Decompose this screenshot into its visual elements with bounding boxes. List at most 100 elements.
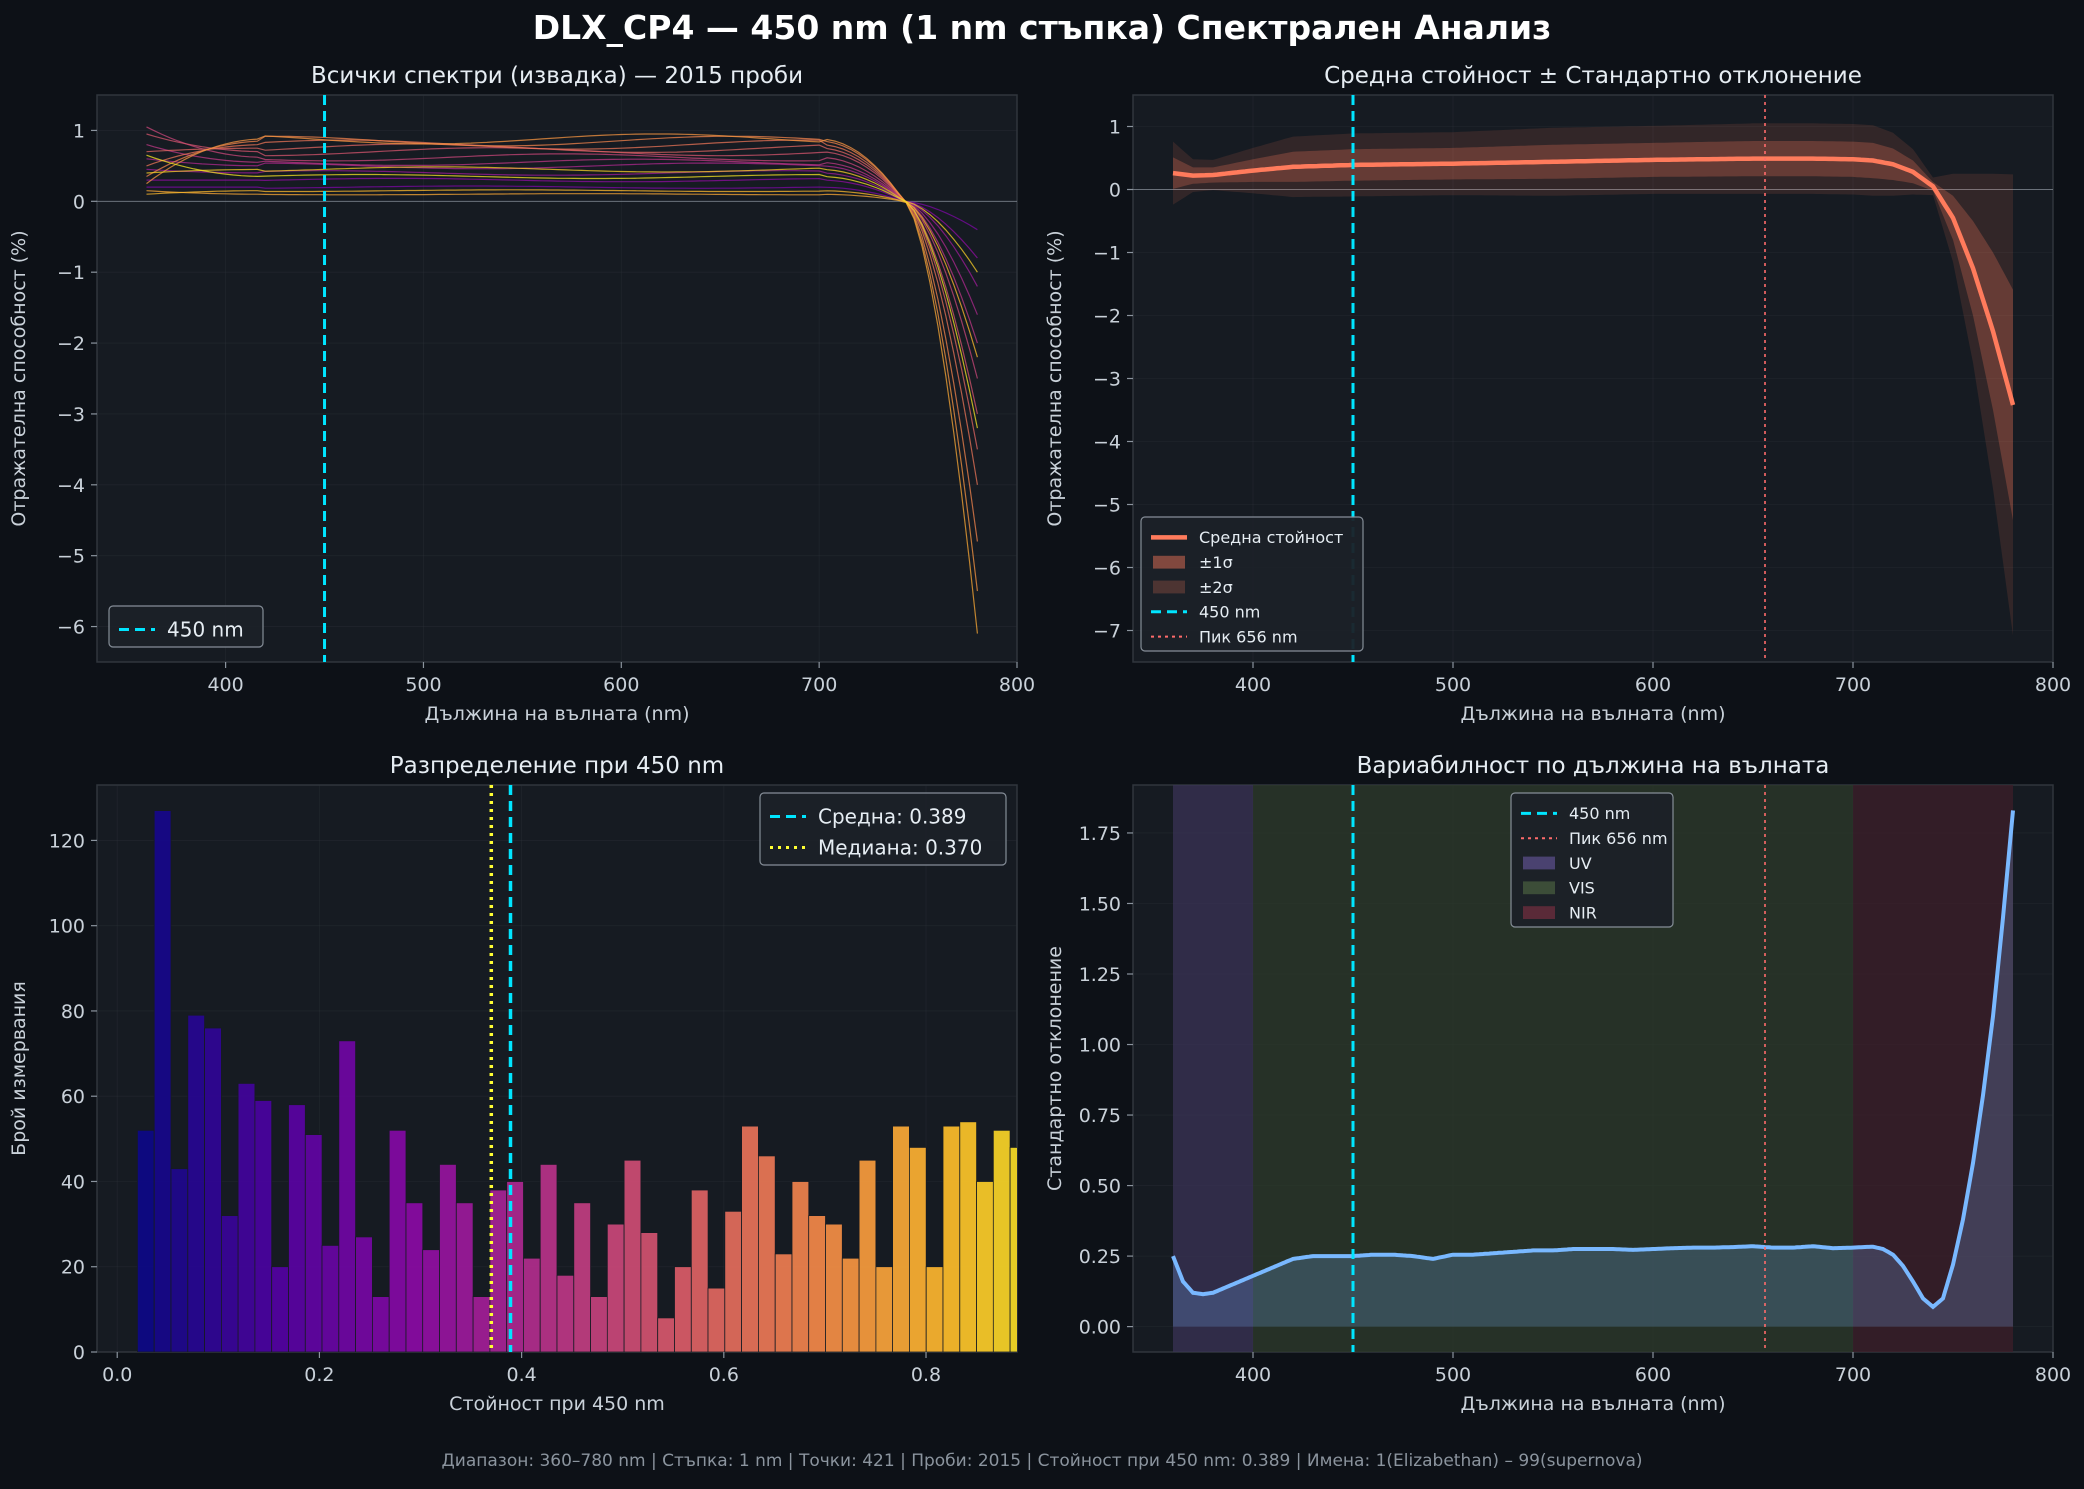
y-tick-label: 60 [61,1086,85,1108]
histogram-bar [657,1317,675,1352]
histogram-bar [355,1236,373,1352]
legend-frame [759,792,1007,866]
histogram-bar [774,1253,793,1352]
band-2sigma [1173,123,2013,636]
spectrum-line [146,143,978,450]
histogram-bar [1061,1233,1078,1352]
y-tick-label: 100 [49,916,85,938]
histogram-bar [976,1181,994,1352]
histogram-bar [271,1266,289,1352]
spectrum-line [146,126,978,379]
histogram-bar [204,1027,222,1352]
y-tick-label: 1 [73,120,85,142]
histogram-bar [422,1249,440,1352]
band-1sigma [1173,141,2013,521]
x-tick-label: 0.2 [304,1364,334,1386]
y-tick-label: −1 [57,262,85,284]
legend: Средна: 0.389 Медиана: 0.370 [759,792,1007,866]
histogram-bar [959,1121,977,1352]
x-axis-label: Дължина на вълната (nm) [424,703,689,725]
y-tick-label: 1.50 [1079,893,1121,915]
spectrum-line [146,135,978,542]
x-tick-label: 600 [1635,674,1671,696]
histogram-bar [573,1202,591,1352]
x-tick-label: 800 [999,674,1035,696]
legend-swatch [1153,555,1185,569]
spectrum-line [146,144,978,344]
histogram-bar [338,1040,356,1352]
spectrum-line [146,158,978,315]
legend-swatch [1153,580,1185,594]
x-tick-label: 800 [2035,1364,2071,1386]
y-tick-label: 0 [73,1342,85,1364]
y-tick-label: −4 [1093,432,1121,454]
histogram-bar [237,1083,256,1352]
legend-label: UV [1569,854,1592,873]
y-tick-label: −5 [1093,495,1121,517]
y-tick-label: 0 [73,191,85,213]
x-tick-label: 700 [1835,1364,1871,1386]
histogram-bar [909,1147,927,1352]
histogram-bar [992,1129,1011,1352]
y-tick-label: −1 [1093,243,1121,265]
histogram-bar [758,1155,776,1352]
y-tick-label: 80 [61,1001,85,1023]
legend-label: Средна стойност [1199,528,1343,547]
spectrum-line [146,189,978,358]
histogram-bar [1009,1147,1017,1352]
x-tick-label: 400 [1235,674,1271,696]
spectrum-line [146,154,978,429]
x-tick-label: 500 [1435,1364,1471,1386]
histogram-bar [741,1125,759,1352]
chart-title: Вариабилност по дължина на вълната [1357,753,1830,779]
legend-label: VIS [1569,879,1595,898]
y-axis-label: Отражателна способност (%) [8,230,30,526]
histogram-bar [388,1129,407,1352]
chart-title: Всички спектри (извадка) — 2015 проби [311,63,803,89]
y-tick-label: 1 [1109,117,1121,139]
legend-frame [1140,516,1364,652]
x-tick-label: 800 [2035,674,2071,696]
plot-content [136,785,1078,1352]
y-tick-label: −7 [1093,621,1121,643]
y-tick-label: −3 [1093,369,1121,391]
legend-label: Медиана: 0.370 [818,836,982,860]
histogram-bar [707,1287,726,1352]
histogram-bar [724,1210,742,1352]
histogram-bar [371,1296,390,1352]
histogram-bar [556,1274,575,1352]
y-tick-label: −3 [57,404,85,426]
legend: 450 nm [108,605,264,648]
legend-swatch [1523,856,1555,870]
plot-content [97,95,1017,662]
y-tick-label: 20 [61,1257,85,1279]
y-tick-label: 1.75 [1079,823,1121,845]
histogram-bar [892,1125,910,1352]
histogram-bar [489,1189,508,1352]
x-tick-label: 600 [603,674,639,696]
y-axis-label: Брой измервания [8,981,30,1156]
x-tick-label: 500 [1435,674,1471,696]
legend-label: 450 nm [1199,603,1260,622]
histogram-panel: 0.0 0.2 0.4 0.6 0.8 0 20 40 60 80 100 120 Разпределе… [8,753,1078,1415]
y-axis-label: Отражателна способност (%) [1044,230,1066,526]
histogram-bar [674,1266,692,1352]
histogram-bar [220,1215,239,1352]
histogram-bar [640,1232,659,1352]
variability-panel: 400 500 600 700 800 0.00 0.25 0.50 0.75 1.00 1.25 1… [1044,753,2071,1415]
y-tick-label: −2 [57,333,85,355]
histogram-bar [1027,1250,1044,1352]
x-tick-label: 400 [207,674,243,696]
spectra-panel: 400 500 600 700 800 1 0 −1 −2 −3 −4 −5 −6 Всички спек… [8,63,1035,725]
y-tick-label: 1.25 [1079,964,1121,986]
x-tick-label: 0.0 [102,1364,132,1386]
x-axis-label: Дължина на вълната (nm) [1460,703,1725,725]
histogram-bar [539,1164,558,1352]
chart-title: Средна стойност ± Стандартно отклонение [1324,63,1862,89]
legend-label: 450 nm [167,618,244,642]
footer-info: Диапазон: 360–780 nm | Стъпка: 1 nm | То… [441,1451,1643,1471]
histogram-bar [170,1168,189,1352]
region-uv [1173,785,1253,1352]
spectrum-line [146,177,978,259]
